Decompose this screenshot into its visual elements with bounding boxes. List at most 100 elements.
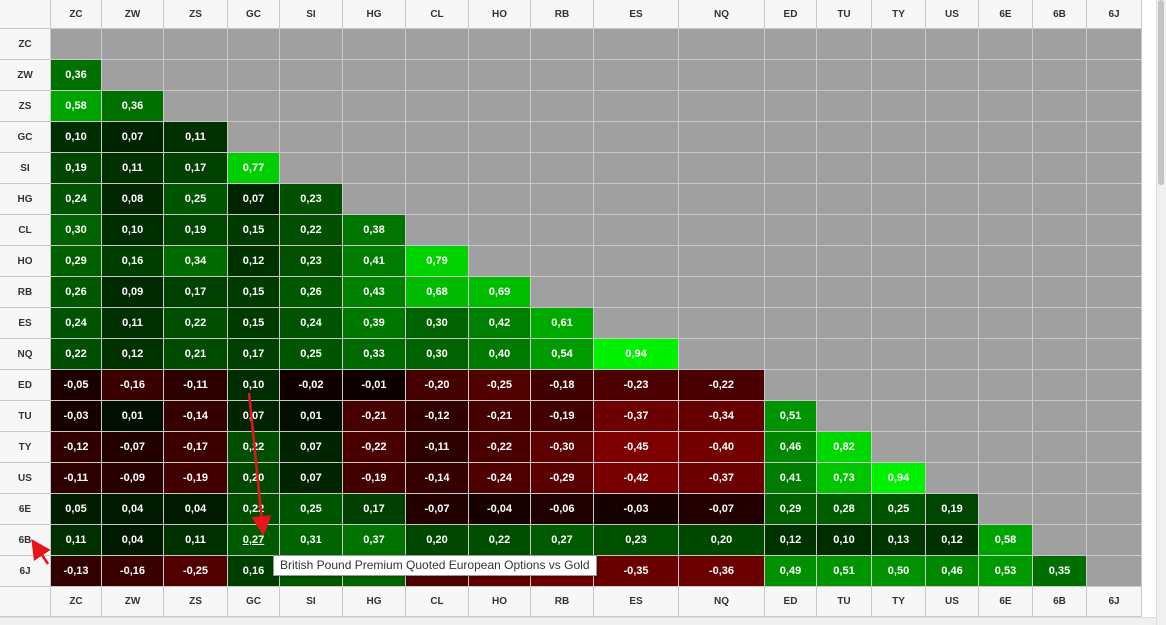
correlation-cell[interactable]: -0,22 [469,432,531,463]
correlation-cell[interactable]: 0,22 [280,215,343,246]
correlation-cell[interactable]: 0,25 [164,184,228,215]
correlation-cell[interactable]: 0,12 [102,339,164,370]
column-footer-tu[interactable]: TU [817,587,872,617]
correlation-cell[interactable]: -0,19 [164,463,228,494]
column-header-gc[interactable]: GC [228,0,280,29]
correlation-cell[interactable]: -0,36 [679,556,765,587]
correlation-cell[interactable]: 0,22 [164,308,228,339]
correlation-cell[interactable]: 0,24 [280,308,343,339]
correlation-cell[interactable]: 0,26 [280,277,343,308]
column-footer-rb[interactable]: RB [531,587,594,617]
correlation-cell[interactable]: 0,68 [406,277,469,308]
correlation-cell[interactable]: -0,07 [406,494,469,525]
correlation-cell[interactable]: -0,42 [594,463,679,494]
column-header-zs[interactable]: ZS [164,0,228,29]
correlation-cell[interactable]: 0,17 [343,494,406,525]
correlation-cell[interactable]: 0,12 [926,525,979,556]
correlation-cell[interactable]: 0,19 [926,494,979,525]
correlation-cell[interactable]: -0,34 [679,401,765,432]
row-header-si[interactable]: SI [0,153,51,184]
correlation-cell[interactable]: 0,01 [102,401,164,432]
column-header-us[interactable]: US [926,0,979,29]
correlation-cell[interactable]: -0,12 [406,401,469,432]
row-header-cl[interactable]: CL [0,215,51,246]
correlation-cell[interactable]: 0,23 [594,525,679,556]
correlation-cell[interactable]: 0,58 [979,525,1033,556]
correlation-cell[interactable]: -0,03 [594,494,679,525]
correlation-cell[interactable]: 0,11 [164,525,228,556]
column-header-nq[interactable]: NQ [679,0,765,29]
correlation-cell[interactable]: 0,12 [765,525,817,556]
correlation-cell[interactable]: 0,77 [228,153,280,184]
correlation-cell[interactable]: 0,25 [280,339,343,370]
column-footer-zs[interactable]: ZS [164,587,228,617]
correlation-cell[interactable]: 0,11 [164,122,228,153]
row-header-6b[interactable]: 6B [0,525,51,556]
correlation-cell[interactable]: 0,13 [872,525,926,556]
correlation-cell[interactable]: -0,02 [280,370,343,401]
correlation-cell[interactable]: -0,05 [51,370,102,401]
correlation-cell[interactable]: 0,10 [817,525,872,556]
horizontal-scrollbar[interactable] [0,617,1156,625]
correlation-cell[interactable]: 0,28 [817,494,872,525]
row-header-ho[interactable]: HO [0,246,51,277]
correlation-cell[interactable]: -0,14 [164,401,228,432]
correlation-cell[interactable]: 0,17 [164,153,228,184]
correlation-cell[interactable]: -0,14 [406,463,469,494]
column-footer-zc[interactable]: ZC [51,587,102,617]
correlation-cell[interactable]: 0,07 [280,432,343,463]
vertical-scrollbar-thumb[interactable] [1158,0,1164,185]
correlation-cell[interactable]: -0,37 [679,463,765,494]
correlation-cell[interactable]: 0,36 [51,60,102,91]
column-footer-nq[interactable]: NQ [679,587,765,617]
correlation-cell[interactable]: 0,04 [164,494,228,525]
correlation-cell[interactable]: 0,04 [102,525,164,556]
correlation-cell[interactable]: 0,49 [765,556,817,587]
column-footer-gc[interactable]: GC [228,587,280,617]
row-header-tu[interactable]: TU [0,401,51,432]
correlation-cell[interactable]: 0,27 [531,525,594,556]
correlation-cell[interactable]: 0,94 [872,463,926,494]
row-header-ty[interactable]: TY [0,432,51,463]
correlation-cell[interactable]: 0,10 [228,370,280,401]
correlation-cell[interactable]: -0,18 [531,370,594,401]
correlation-cell[interactable]: 0,37 [343,525,406,556]
correlation-cell[interactable]: 0,40 [469,339,531,370]
row-header-6e[interactable]: 6E [0,494,51,525]
correlation-cell[interactable]: -0,12 [51,432,102,463]
row-header-nq[interactable]: NQ [0,339,51,370]
correlation-cell[interactable]: 0,51 [817,556,872,587]
correlation-cell[interactable]: -0,19 [343,463,406,494]
row-header-zs[interactable]: ZS [0,91,51,122]
correlation-cell[interactable]: 0,07 [228,184,280,215]
row-header-rb[interactable]: RB [0,277,51,308]
correlation-cell[interactable]: 0,16 [228,556,280,587]
column-footer-6b[interactable]: 6B [1033,587,1087,617]
correlation-cell[interactable]: 0,26 [51,277,102,308]
column-header-rb[interactable]: RB [531,0,594,29]
correlation-cell[interactable]: 0,20 [679,525,765,556]
correlation-cell[interactable]: -0,11 [164,370,228,401]
column-header-ty[interactable]: TY [872,0,926,29]
correlation-cell[interactable]: 0,29 [51,246,102,277]
correlation-cell[interactable]: -0,13 [51,556,102,587]
correlation-cell[interactable]: 0,11 [102,153,164,184]
correlation-cell[interactable]: 0,33 [343,339,406,370]
correlation-cell[interactable]: 0,15 [228,277,280,308]
correlation-cell[interactable]: 0,21 [164,339,228,370]
column-header-6e[interactable]: 6E [979,0,1033,29]
correlation-cell[interactable]: 0,54 [531,339,594,370]
correlation-cell[interactable]: -0,06 [531,494,594,525]
correlation-cell[interactable]: -0,30 [531,432,594,463]
row-header-hg[interactable]: HG [0,184,51,215]
correlation-cell[interactable]: -0,20 [406,370,469,401]
correlation-cell[interactable]: -0,19 [531,401,594,432]
correlation-cell[interactable]: 0,38 [343,215,406,246]
correlation-cell[interactable]: 0,31 [280,525,343,556]
correlation-cell[interactable]: 0,16 [102,246,164,277]
correlation-cell[interactable]: -0,04 [469,494,531,525]
correlation-cell[interactable]: -0,11 [51,463,102,494]
correlation-cell[interactable]: 0,29 [765,494,817,525]
correlation-cell[interactable]: -0,35 [594,556,679,587]
column-footer-ho[interactable]: HO [469,587,531,617]
